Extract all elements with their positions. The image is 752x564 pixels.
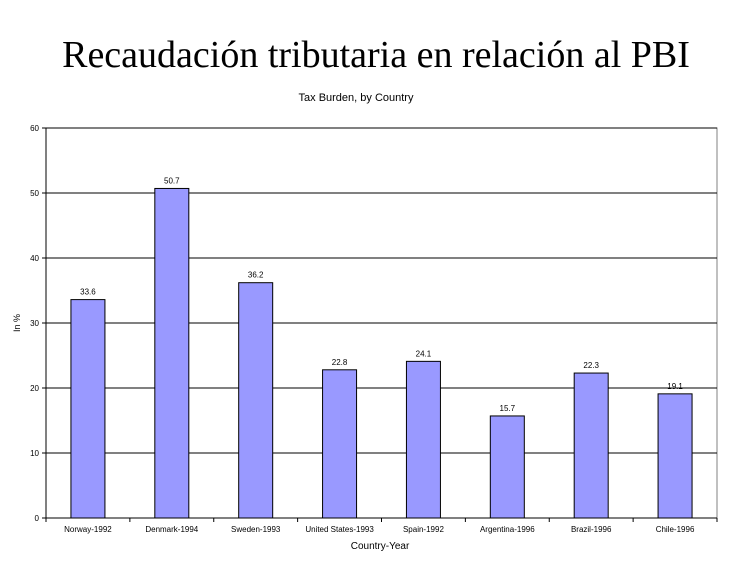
x-tick-label: Sweden-1993: [231, 525, 281, 534]
bar: [405, 360, 441, 519]
bar: [573, 372, 609, 519]
y-tick-label: 60: [30, 124, 39, 133]
data-label: 22.8: [332, 358, 348, 367]
x-tick-label: Spain-1992: [403, 525, 444, 534]
x-tick-label: United States-1993: [305, 525, 374, 534]
plot-area: 0 10 20 30 40 50 60 33.6 Norway-1992 50.7 Denmark-…: [30, 124, 718, 534]
data-label: 33.6: [80, 288, 96, 297]
data-label: 50.7: [164, 176, 180, 185]
x-tick-label: Denmark-1994: [145, 525, 198, 534]
x-tick-label: Brazil-1996: [571, 525, 612, 534]
bar: [489, 415, 525, 519]
data-label: 15.7: [500, 404, 516, 413]
data-label: 24.1: [416, 349, 432, 358]
bar: [657, 393, 693, 519]
slide-title: Recaudación tributaria en relación al PB…: [62, 34, 690, 76]
y-axis-label: In %: [12, 314, 22, 332]
x-tick-label: Norway-1992: [64, 525, 112, 534]
x-axis-label: Country-Year: [351, 541, 410, 552]
data-label: 19.1: [667, 382, 683, 391]
bar: [322, 369, 358, 519]
y-tick-label: 10: [30, 449, 39, 458]
y-tick-label: 50: [30, 189, 39, 198]
bar: [70, 299, 106, 519]
bar: [238, 282, 274, 519]
x-tick-label: Chile-1996: [656, 525, 695, 534]
y-tick-label: 20: [30, 384, 39, 393]
data-label: 22.3: [583, 361, 599, 370]
y-tick-label: 0: [35, 514, 40, 523]
x-tick-label: Argentina-1996: [480, 525, 535, 534]
data-label: 36.2: [248, 271, 264, 280]
y-tick-label: 30: [30, 319, 39, 328]
bar: [154, 187, 190, 519]
y-tick-label: 40: [30, 254, 39, 263]
chart-title: Tax Burden, by Country: [299, 92, 414, 104]
